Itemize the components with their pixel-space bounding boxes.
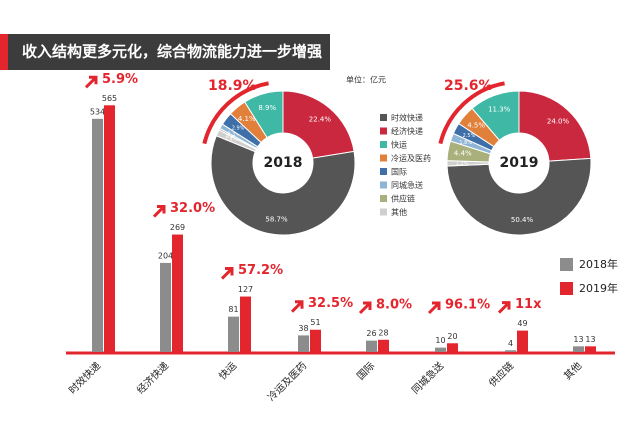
bar-value-label: 204 [158, 251, 173, 260]
title-accent [0, 34, 8, 70]
legend-label: 冷运及医药 [391, 153, 431, 163]
bar-value-label: 51 [310, 318, 320, 327]
title-banner [0, 34, 330, 70]
headline-arc [202, 81, 269, 145]
headline-label: 18.9% [208, 78, 257, 94]
donut-center-label: 2019 [500, 155, 539, 171]
growth-arrow [358, 301, 372, 315]
donut-value-label: 1.2% [456, 161, 469, 167]
growth-arrow [152, 205, 166, 218]
donut-segment [282, 90, 355, 159]
bar-value-label: 13 [585, 335, 595, 344]
page-title: 收入结构更多元化，综合物流能力进一步增强 [22, 43, 322, 61]
donut-center-label: 2018 [264, 155, 303, 171]
legend-swatch [560, 258, 573, 271]
donut-value-label: 2.9% [232, 125, 245, 131]
legend-swatch [380, 154, 387, 162]
donut-segment [446, 157, 592, 236]
legend-label: 其他 [391, 207, 407, 217]
growth-label: 5.9% [102, 72, 138, 87]
legend-swatch [380, 141, 387, 148]
bar-value-label: 49 [517, 319, 527, 328]
bar-value-label: 28 [378, 328, 388, 337]
donut-value-label: 22.4% [309, 116, 332, 124]
legend-label: 国际 [391, 168, 407, 177]
bar [585, 346, 596, 352]
donut-segment [518, 90, 592, 162]
legend-label: 经济快递 [391, 126, 423, 136]
bar-value-label: 38 [298, 324, 308, 333]
bar-value-label: 534 [90, 107, 105, 116]
growth-arrow [427, 301, 441, 315]
donut-value-label: 2.5% [463, 133, 476, 139]
bar-value-label: 127 [238, 285, 253, 294]
legend-swatch [380, 181, 387, 189]
growth-arrow [290, 300, 304, 313]
donut-segment [471, 90, 520, 141]
bar-value-label: 10 [435, 336, 445, 345]
legend-swatch [380, 168, 387, 175]
growth-label: 11x [515, 297, 542, 312]
legend-label: 同城急送 [391, 180, 423, 190]
bar-value-label: 4 [508, 339, 513, 348]
donut-value-label: 8.9% [258, 104, 276, 112]
growth-arrow [220, 267, 234, 280]
bar [104, 105, 115, 353]
donut-value-label: 24.0% [547, 117, 570, 125]
bar [366, 340, 377, 352]
donut-value-label: 50.4% [511, 216, 534, 224]
donut-value-label: 1.8% [459, 140, 472, 146]
bar [160, 262, 171, 352]
donut-value-label: 4.5% [467, 121, 485, 129]
bar [447, 343, 458, 352]
bar [505, 350, 516, 352]
donut-value-label: 58.7% [265, 216, 288, 224]
legend-label: 2018年 [579, 257, 618, 271]
bar [92, 118, 103, 352]
headline-arc [438, 81, 505, 145]
donut-segment [210, 135, 356, 236]
bar [378, 339, 389, 352]
bar [298, 335, 309, 352]
donut-value-label: 1.4% [225, 137, 238, 143]
bar-value-label: 269 [170, 223, 185, 232]
donut-value-label: 4.4% [454, 149, 472, 157]
bar [517, 330, 528, 352]
bar-value-label: 20 [447, 332, 457, 341]
donut-value-label: 1.1% [228, 131, 241, 137]
bar-value-label: 13 [573, 335, 583, 344]
growth-label: 32.5% [308, 296, 353, 311]
growth-label: 8.0% [376, 298, 412, 313]
bar-value-label: 81 [228, 305, 238, 314]
bar [172, 234, 183, 352]
growth-arrow [497, 301, 511, 314]
growth-arrow [84, 75, 98, 89]
growth-label: 57.2% [238, 263, 283, 278]
bar [228, 316, 239, 352]
legend-label: 2019年 [579, 281, 618, 295]
growth-label: 96.1% [445, 298, 490, 313]
legend-swatch [380, 195, 387, 202]
growth-label: 32.0% [170, 201, 215, 216]
headline-label: 25.6% [444, 78, 493, 94]
legend-swatch [380, 208, 387, 216]
donut-value-label: 0.4% [226, 134, 239, 140]
bar [310, 329, 321, 352]
donut-segment [244, 90, 284, 139]
legend-swatch [560, 282, 573, 295]
bar-value-label: 565 [102, 94, 117, 103]
bar [573, 346, 584, 352]
bar [240, 296, 251, 352]
bar-value-label: 26 [366, 329, 376, 338]
unit-label: 单位：亿元 [346, 75, 386, 85]
legend-label: 供应链 [391, 194, 415, 204]
donut-value-label: 4.1% [238, 115, 256, 123]
legend-label: 时效快递 [391, 113, 423, 123]
legend-swatch [380, 127, 387, 135]
legend-label: 快运 [391, 140, 407, 150]
legend-swatch [380, 114, 387, 121]
donut-value-label: 11.3% [488, 106, 511, 114]
bar [435, 347, 446, 352]
